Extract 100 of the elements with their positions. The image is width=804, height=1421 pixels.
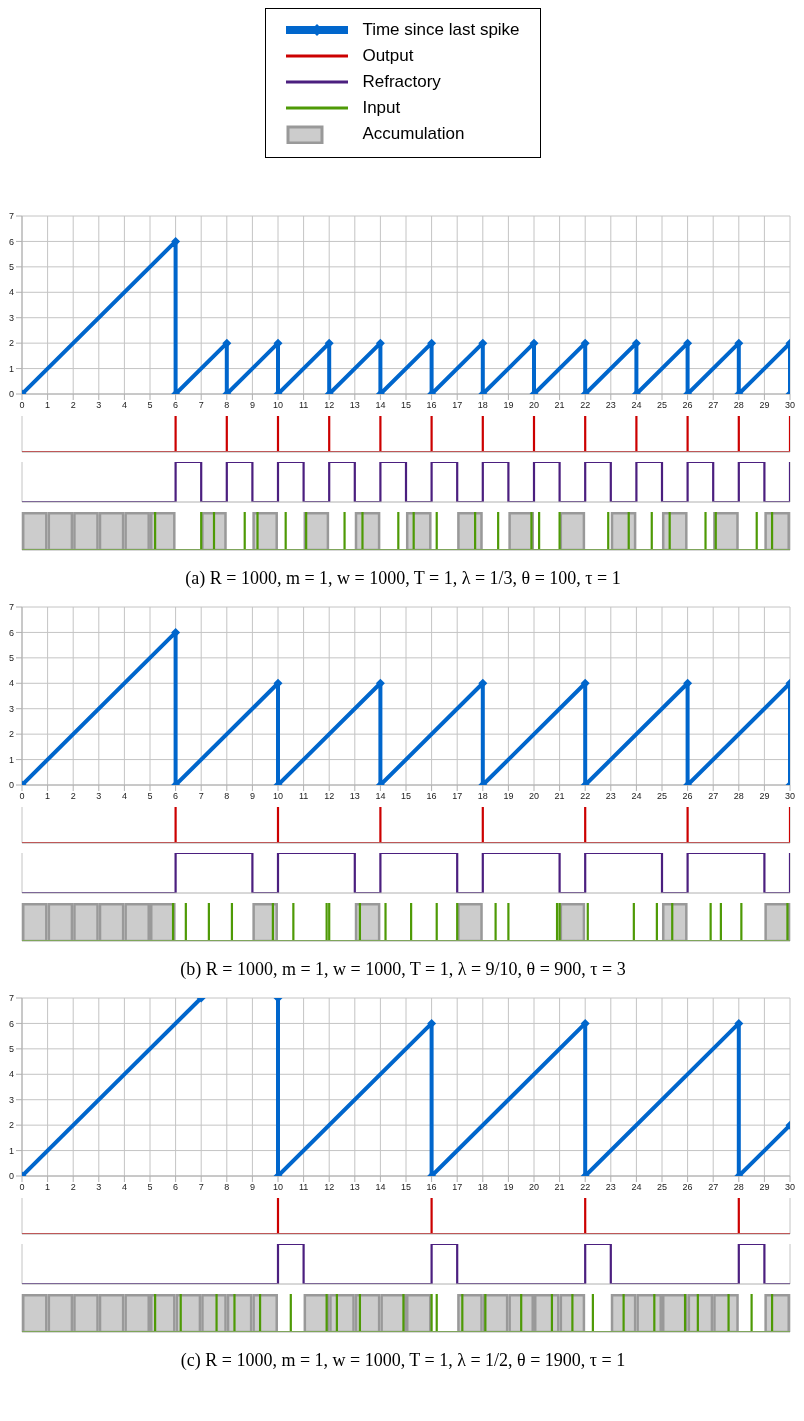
y-tick-label: 5 [8, 1044, 14, 1055]
text: (b) R = 1000, m = 1, w = 1000, T = 1, λ = 9/10, θ = 900, τ = 3 [179, 958, 627, 981]
x-tick-label: 20 [528, 1182, 540, 1193]
y-tick-label: 6 [8, 236, 14, 247]
x-tick-label: 24 [631, 1182, 642, 1193]
x-tick-label: 2 [70, 400, 76, 411]
x-tick-label: 28 [733, 400, 744, 411]
legend-label: Accumulation [362, 124, 465, 144]
x-tick-label: 4 [121, 400, 127, 411]
legend-label: Time since last spike [362, 20, 520, 40]
x-tick-label: 16 [426, 400, 437, 411]
x-tick-label: 9 [249, 400, 255, 411]
x-tick-label: 22 [580, 791, 591, 802]
x-tick-label: 30 [784, 400, 796, 411]
line-series [273, 998, 790, 1176]
x-tick-label: 12 [324, 1182, 335, 1193]
x-tick-label: 0 [19, 400, 25, 411]
x-tick-label: 19 [503, 400, 514, 411]
x-tick-label: 15 [400, 1182, 412, 1193]
x-tick-label: 8 [224, 1182, 230, 1193]
y-tick-label: 1 [8, 1145, 14, 1156]
x-tick-label: 14 [375, 791, 386, 802]
y-tick-label: 4 [8, 1069, 14, 1080]
x-tick-label: 11 [298, 400, 309, 411]
x-tick-label: 27 [708, 1182, 719, 1193]
point [683, 678, 693, 688]
y-tick-label: 5 [8, 653, 14, 664]
y-tick-label: 4 [8, 678, 14, 689]
x-tick-label: 0 [19, 791, 25, 802]
x-tick-label: 13 [349, 400, 360, 411]
y-tick-label: 2 [8, 338, 14, 349]
x-tick-label: 4 [121, 791, 127, 802]
x-tick-label: 23 [605, 1182, 616, 1193]
x-tick-label: 11 [298, 1182, 309, 1193]
x-tick-label: 17 [452, 791, 463, 802]
x-tick-label: 17 [452, 1182, 463, 1193]
x-tick-label: 14 [375, 400, 386, 411]
y-tick-label: 4 [8, 287, 14, 298]
x-tick-label: 2 [70, 791, 76, 802]
x-tick-label: 0 [19, 1182, 25, 1193]
y-tick-label: 0 [8, 780, 14, 791]
y-tick-label: 2 [8, 729, 14, 740]
x-tick-label: 30 [784, 791, 796, 802]
x-tick-label: 10 [272, 400, 284, 411]
x-tick-label: 27 [708, 791, 719, 802]
x-tick-label: 28 [733, 791, 744, 802]
x-tick-label: 26 [682, 400, 693, 411]
y-tick-label: 3 [8, 1094, 14, 1105]
point [478, 678, 488, 688]
x-tick-label: 29 [759, 791, 770, 802]
legend-label: Output [362, 46, 414, 66]
x-tick-label: 5 [147, 400, 153, 411]
legend-label: Input [362, 98, 401, 118]
y-tick-label: 6 [8, 1018, 14, 1029]
x-tick-label: 22 [580, 400, 591, 411]
x-tick-label: 27 [708, 400, 719, 411]
x-tick-label: 8 [224, 791, 230, 802]
y-tick-label: 7 [8, 211, 14, 222]
x-tick-label: 9 [249, 1182, 255, 1193]
y-tick-label: 7 [8, 993, 14, 1004]
x-tick-label: 16 [426, 791, 437, 802]
x-tick-label: 19 [503, 791, 514, 802]
y-tick-label: 5 [8, 262, 14, 273]
x-tick-label: 8 [224, 400, 230, 411]
point [734, 1018, 744, 1028]
x-tick-label: 2 [70, 1182, 76, 1193]
x-tick-label: 13 [349, 791, 360, 802]
point [427, 1018, 437, 1028]
x-tick-label: 21 [554, 791, 565, 802]
x-tick-label: 5 [147, 1182, 153, 1193]
y-tick-label: 1 [8, 363, 14, 374]
y-tick-label: 3 [8, 703, 14, 714]
x-tick-label: 28 [733, 1182, 744, 1193]
x-tick-label: 7 [198, 400, 204, 411]
x-tick-label: 26 [682, 1182, 693, 1193]
x-tick-label: 21 [554, 1182, 565, 1193]
x-tick-label: 19 [503, 1182, 514, 1193]
x-tick-label: 23 [605, 400, 616, 411]
x-tick-label: 20 [528, 791, 540, 802]
x-tick-label: 25 [656, 1182, 668, 1193]
x-tick-label: 7 [198, 1182, 204, 1193]
y-tick-label: 6 [8, 627, 14, 638]
x-tick-label: 5 [147, 791, 153, 802]
x-tick-label: 30 [784, 1182, 796, 1193]
x-tick-label: 1 [45, 400, 51, 411]
x-tick-label: 18 [477, 1182, 488, 1193]
x-tick-label: 17 [452, 400, 463, 411]
x-tick-label: 1 [45, 1182, 51, 1193]
x-tick-label: 23 [605, 791, 616, 802]
x-tick-label: 7 [198, 791, 204, 802]
x-tick-label: 29 [759, 400, 770, 411]
x-tick-label: 21 [554, 400, 565, 411]
x-tick-label: 6 [173, 400, 179, 411]
y-tick-label: 7 [8, 602, 14, 613]
x-tick-label: 15 [400, 791, 412, 802]
y-tick-label: 2 [8, 1120, 14, 1131]
x-tick-label: 22 [580, 1182, 591, 1193]
x-tick-label: 25 [656, 400, 668, 411]
x-tick-label: 1 [45, 791, 51, 802]
x-tick-label: 11 [298, 791, 309, 802]
